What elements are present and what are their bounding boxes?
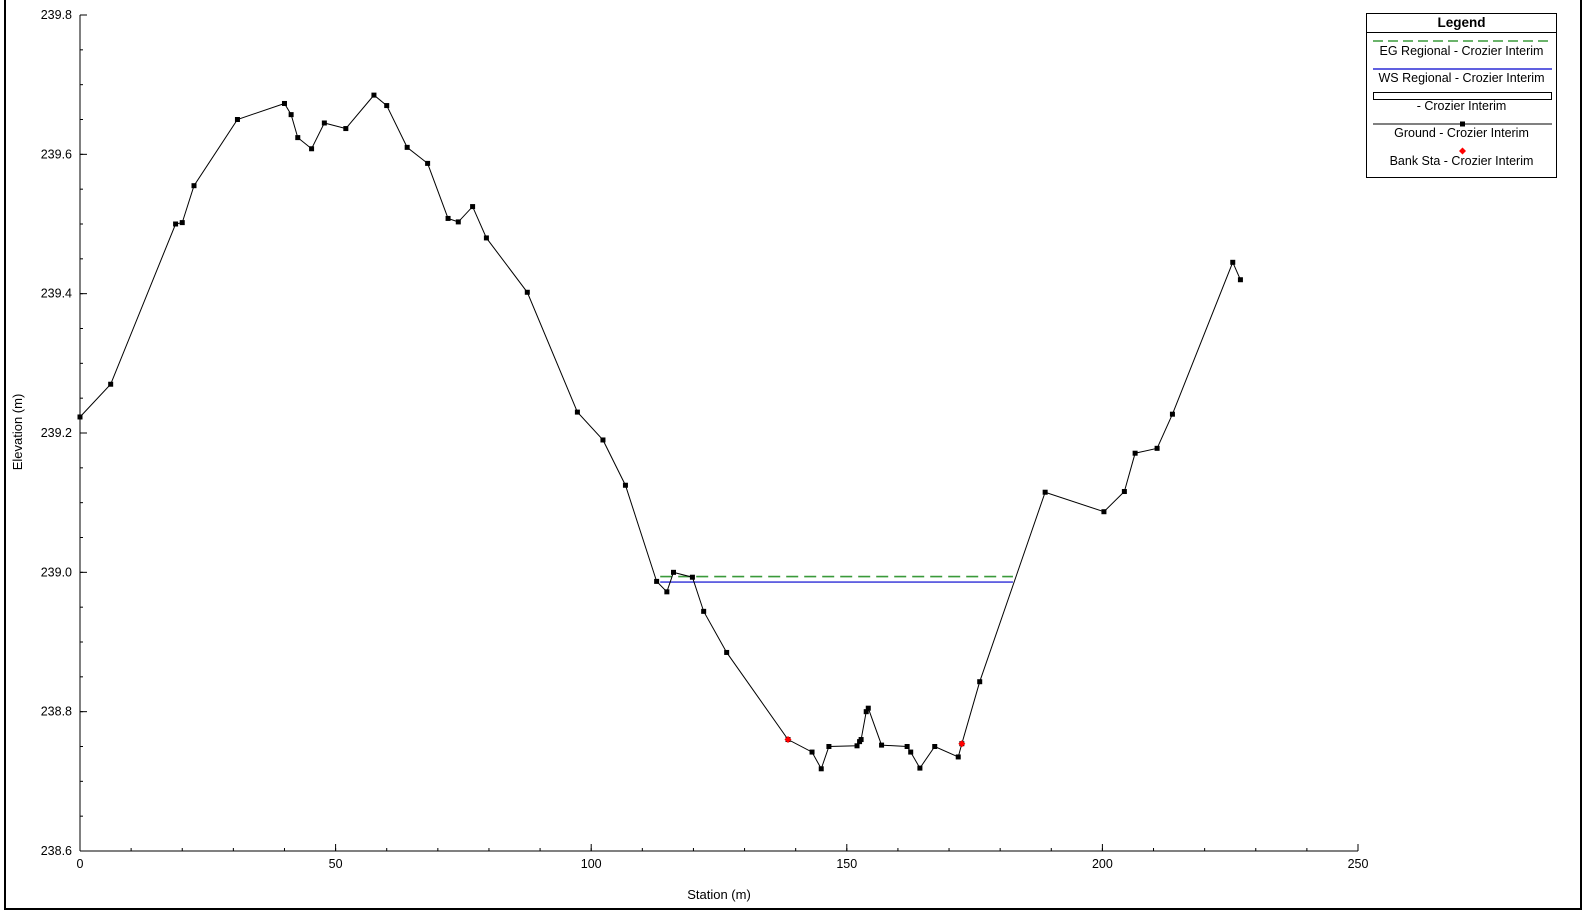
ground-point (955, 754, 961, 760)
ground-point (1121, 489, 1127, 495)
ground-point (863, 709, 869, 715)
ground-point (483, 235, 489, 241)
legend-symbol (1373, 67, 1552, 70)
ground-point (977, 679, 983, 685)
axes: 0 50 100 150 200 250 238.6 238.8 239.0 239.2 239.4… (41, 8, 1369, 871)
ground-point (917, 765, 923, 771)
ground-point (809, 749, 815, 755)
y-tick-label: 239.0 (41, 565, 72, 579)
ground-point (295, 135, 301, 141)
legend-entry: Bank Sta - Crozier Interim (1367, 143, 1556, 171)
ground-point (173, 221, 179, 227)
x-tick-label: 50 (329, 857, 343, 871)
y-axis-label: Elevation (m) (10, 394, 25, 471)
ground-point (234, 117, 240, 122)
ground-point (384, 103, 390, 109)
ground-point (343, 126, 349, 132)
ground-point (865, 705, 871, 711)
ground-point (179, 220, 185, 226)
ground-point (1230, 259, 1236, 265)
legend-symbol (1373, 121, 1552, 127)
ground-point (1169, 411, 1175, 417)
ground-point (455, 219, 461, 225)
ground-point (689, 574, 695, 580)
legend-entries: EG Regional - Crozier Interim WS Regional… (1367, 33, 1556, 171)
y-tick-label: 239.2 (41, 426, 72, 440)
ground-point (622, 482, 628, 488)
ground-point (854, 743, 860, 749)
x-tick-label: 200 (1092, 857, 1113, 871)
ground-point (321, 120, 327, 126)
x-tick-label: 100 (581, 857, 602, 871)
chart-frame (4, 0, 1582, 910)
legend-entry: - Crozier Interim (1367, 88, 1556, 116)
bank-station-point (784, 736, 792, 744)
y-tick-label: 238.8 (41, 705, 72, 719)
ground-point (404, 144, 410, 150)
legend-entry: EG Regional - Crozier Interim (1367, 33, 1556, 61)
ground-point (470, 204, 476, 210)
ground-point (671, 569, 677, 575)
x-tick-label: 0 (77, 857, 84, 871)
ground-point (425, 160, 431, 166)
legend-symbol (1373, 92, 1552, 101)
y-tick-label: 239.8 (41, 8, 72, 22)
ground-point (309, 146, 315, 152)
ground-point (574, 409, 580, 415)
ground-point (701, 608, 707, 614)
ground-point (818, 766, 824, 772)
legend-title: Legend (1367, 14, 1556, 33)
ground-point (1042, 489, 1048, 495)
ground-point (77, 414, 83, 420)
legend-entry: Ground - Crozier Interim (1367, 116, 1556, 144)
y-tick-label: 239.4 (41, 287, 72, 301)
x-tick-label: 150 (836, 857, 857, 871)
ground-point (932, 744, 938, 749)
ground-point (445, 215, 451, 221)
series-layer (77, 92, 1243, 772)
ground-point (524, 289, 530, 295)
ground-point (1237, 277, 1243, 283)
ground-point (288, 112, 294, 118)
ground-line (79, 94, 1241, 771)
ground-point (108, 381, 114, 387)
x-tick-label: 250 (1348, 857, 1369, 871)
ground-point (879, 742, 885, 748)
ground-point (654, 578, 660, 584)
ground-point (904, 744, 910, 749)
legend-label: Ground - Crozier Interim (1394, 126, 1529, 141)
y-tick-label: 239.6 (41, 147, 72, 161)
ground-point (191, 183, 197, 189)
ground-point (1132, 450, 1138, 456)
legend-symbol (1459, 147, 1466, 155)
x-axis-label: Station (m) (687, 887, 751, 902)
ground-point (858, 737, 864, 743)
y-tick-label: 238.6 (41, 844, 72, 858)
ground-point (1101, 509, 1107, 515)
ground-point (1154, 445, 1160, 451)
ground-point (664, 589, 670, 595)
bank-station-point (958, 740, 966, 748)
ground-point (600, 437, 606, 443)
ground-point (724, 649, 730, 655)
ground-point (826, 744, 832, 749)
legend-label: Bank Sta - Crozier Interim (1389, 153, 1534, 168)
ground-point (281, 100, 287, 106)
legend-label: - Crozier Interim (1416, 98, 1507, 113)
legend-entry: WS Regional - Crozier Interim (1367, 61, 1556, 89)
legend-label: EG Regional - Crozier Interim (1379, 43, 1544, 58)
legend-label: WS Regional - Crozier Interim (1378, 71, 1545, 86)
ground-point (908, 749, 914, 755)
legend: Legend EG Regional - Crozier Interim WS R… (1366, 13, 1557, 178)
ground-point (371, 92, 377, 98)
